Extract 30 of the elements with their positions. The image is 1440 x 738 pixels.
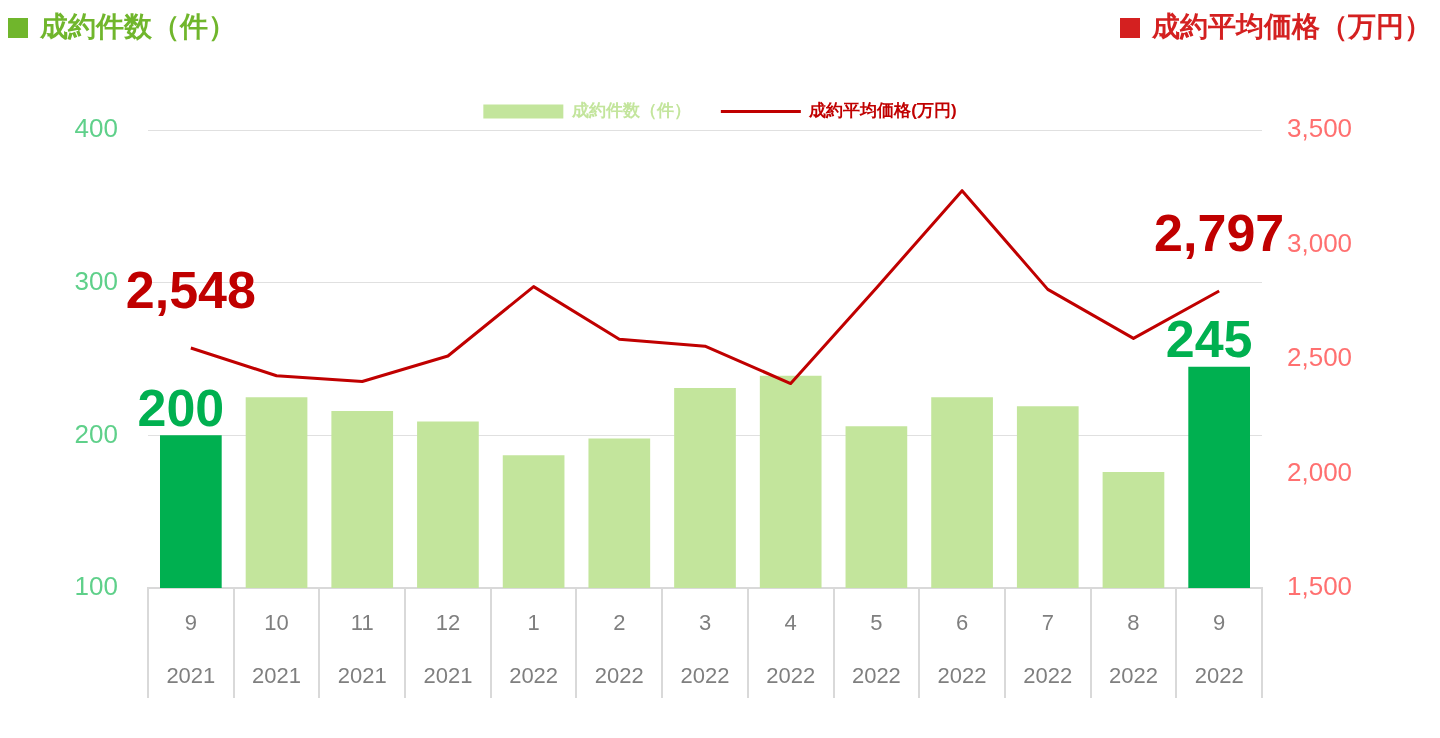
y-tick-label: 300 (74, 265, 118, 296)
y2-tick-label: 3,000 (1287, 227, 1353, 258)
data-label: 2,548 (125, 261, 256, 320)
category-label: 2 2022 (594, 610, 644, 689)
y-axis-title: 成約件数（件） (40, 11, 236, 42)
category-label: 8 2022 (1108, 610, 1158, 689)
category-label: 1 2022 (509, 610, 559, 689)
y-tick-label: 400 (74, 113, 118, 144)
category-label: 3 2022 (680, 610, 730, 689)
y2-axis-title: 成約平均価格（万円） (1152, 11, 1432, 42)
category-label: 11 2021 (337, 610, 387, 689)
y-tick-label: 100 (74, 571, 118, 602)
y-tick-label: 200 (74, 418, 118, 449)
legend-label: 成約平均価格(万円) (808, 101, 957, 121)
category-label: 5 2022 (851, 610, 901, 689)
y2-tick-label: 1,500 (1287, 571, 1353, 602)
legend-label: 成約件数（件） (570, 101, 691, 121)
category-label: 9 2022 (1194, 610, 1244, 689)
category-label: 10 2021 (252, 610, 302, 689)
y2-tick-label: 2,500 (1287, 342, 1353, 373)
y2-tick-label: 3,500 (1287, 113, 1353, 144)
data-label: 200 (137, 378, 225, 437)
y2-tick-label: 2,000 (1287, 456, 1353, 487)
category-label: 7 2022 (1023, 610, 1073, 689)
data-label: 2,797 (1154, 204, 1285, 263)
category-label: 6 2022 (937, 610, 987, 689)
category-label: 9 2021 (166, 610, 216, 689)
category-label: 12 2021 (423, 610, 473, 689)
data-label: 245 (1165, 309, 1253, 368)
category-label: 4 2022 (766, 610, 816, 689)
